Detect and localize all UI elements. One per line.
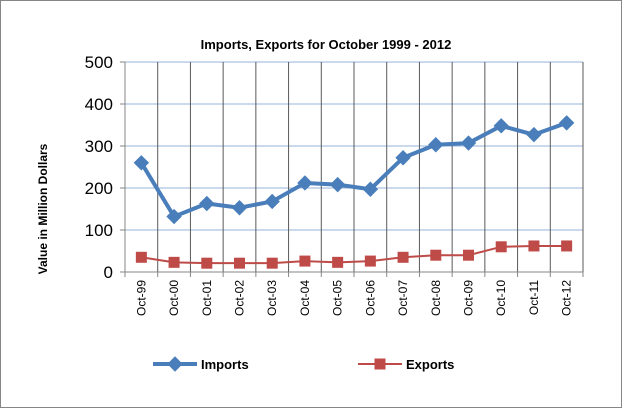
series-exports [135, 240, 573, 269]
imports-point [428, 137, 444, 153]
exports-point [463, 249, 474, 261]
x-tick-label: Oct-01 [200, 280, 214, 316]
y-tick-label: 200 [85, 179, 113, 198]
exports-point [332, 256, 344, 268]
exports-point [234, 257, 245, 269]
series-imports [133, 115, 575, 225]
imports-point [526, 126, 542, 143]
x-tick-label: Oct-02 [233, 280, 247, 316]
exports-point [397, 251, 409, 263]
imports-point [297, 175, 313, 191]
x-tick-label: Oct-06 [363, 280, 377, 316]
y-tick-label: 500 [85, 53, 113, 72]
x-tick-label: Oct-04 [298, 280, 312, 316]
exports-point [430, 249, 442, 261]
exports-point [495, 241, 507, 253]
imports-point [199, 195, 215, 212]
legend-item-exports: Exports [358, 357, 454, 372]
y-tick-label: 400 [85, 95, 113, 114]
x-tick-label: Oct-11 [527, 280, 541, 315]
legend-label: Imports [201, 357, 249, 372]
exports-point [135, 251, 147, 263]
exports-point [299, 255, 311, 267]
imports-point [231, 200, 248, 216]
imports-point [264, 193, 280, 210]
imports-point [558, 115, 575, 131]
exports-point [201, 257, 213, 269]
imports-point [362, 181, 379, 197]
x-tick-label: Oct-00 [167, 280, 181, 316]
exports-point [561, 240, 573, 252]
x-tick-label: Oct-08 [429, 280, 443, 316]
exports-point [364, 255, 376, 267]
x-tick-label: Oct-99 [134, 280, 148, 316]
x-tick-label: Oct-10 [494, 280, 508, 316]
legend-marker [167, 356, 183, 372]
imports-point [329, 176, 346, 193]
gridlines [125, 61, 584, 272]
x-tick-label: Oct-03 [265, 280, 279, 316]
imports-point [493, 118, 509, 134]
series [133, 115, 575, 269]
y-axis-label: Value in Million Dollars [36, 143, 50, 274]
legend: Imports Exports [153, 356, 454, 372]
imports-point [395, 150, 411, 166]
x-tick-label: Oct-05 [331, 280, 345, 316]
legend-marker [374, 358, 386, 370]
y-tick-label: 100 [85, 221, 113, 240]
y-tick-labels: 0 100 200 300 400 500 [85, 53, 113, 282]
exports-point [528, 240, 540, 252]
exports-point [168, 256, 180, 268]
exports-point [266, 257, 278, 269]
chart-title: Imports, Exports for October 1999 - 2012 [201, 37, 452, 52]
imports-point [460, 135, 477, 151]
y-tick-label: 300 [85, 137, 113, 156]
x-tick-labels: Oct-99 Oct-00 Oct-01 Oct-02 Oct-03 Oct-04 Oct-… [134, 280, 573, 316]
legend-item-imports: Imports [153, 356, 249, 372]
imports-point [166, 208, 182, 225]
x-tick-label: Oct-12 [560, 280, 574, 316]
y-tick-label: 0 [104, 263, 113, 282]
x-tick-label: Oct-09 [462, 280, 476, 316]
x-tick-label: Oct-07 [396, 280, 410, 316]
imports-point [133, 155, 150, 171]
axes [120, 61, 584, 277]
legend-label: Exports [406, 357, 454, 372]
